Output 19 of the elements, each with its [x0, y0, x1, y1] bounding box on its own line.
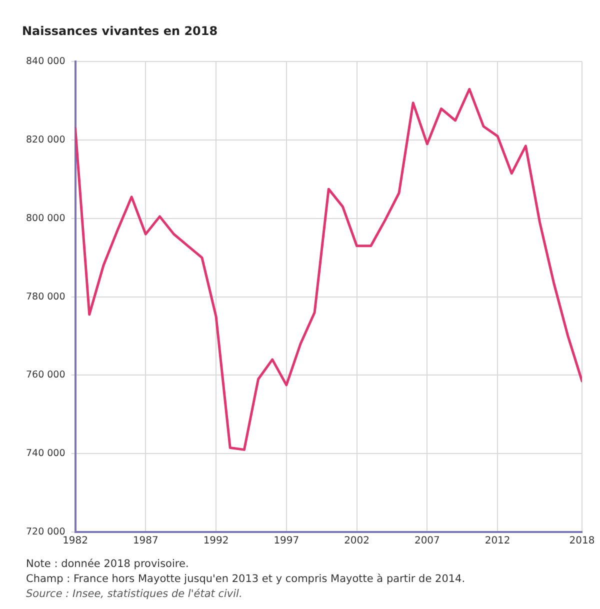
- x-tick-label: 1992: [203, 536, 229, 547]
- y-tick-label: 780 000: [26, 291, 66, 302]
- x-tick-label: 1982: [62, 536, 88, 547]
- y-tick-label: 840 000: [26, 56, 66, 68]
- y-tick-label: 760 000: [26, 370, 66, 381]
- x-tick-label: 1997: [274, 536, 300, 547]
- y-tick-label: 820 000: [26, 134, 66, 146]
- source-note: Source : Insee, statistiques de l'état civil.: [26, 587, 244, 602]
- text: Note : donnée 2018 provisoire.: [26, 557, 190, 572]
- x-tick-label: 2007: [414, 536, 440, 547]
- x-tick-label: 2018: [569, 536, 595, 547]
- y-tick-label: 740 000: [26, 448, 66, 460]
- x-tick-label: 1987: [132, 536, 158, 547]
- chart-title: Naissances vivantes en 2018: [22, 24, 218, 38]
- x-tick-label: 2002: [344, 536, 370, 547]
- y-tick-label: 800 000: [26, 212, 66, 224]
- text: Champ : France hors Mayotte jusqu'en 2013 et y compris Mayotte à partir de 2014.: [26, 572, 466, 587]
- x-tick-label: 2012: [484, 536, 510, 547]
- y-tick-label: 720 000: [26, 526, 66, 538]
